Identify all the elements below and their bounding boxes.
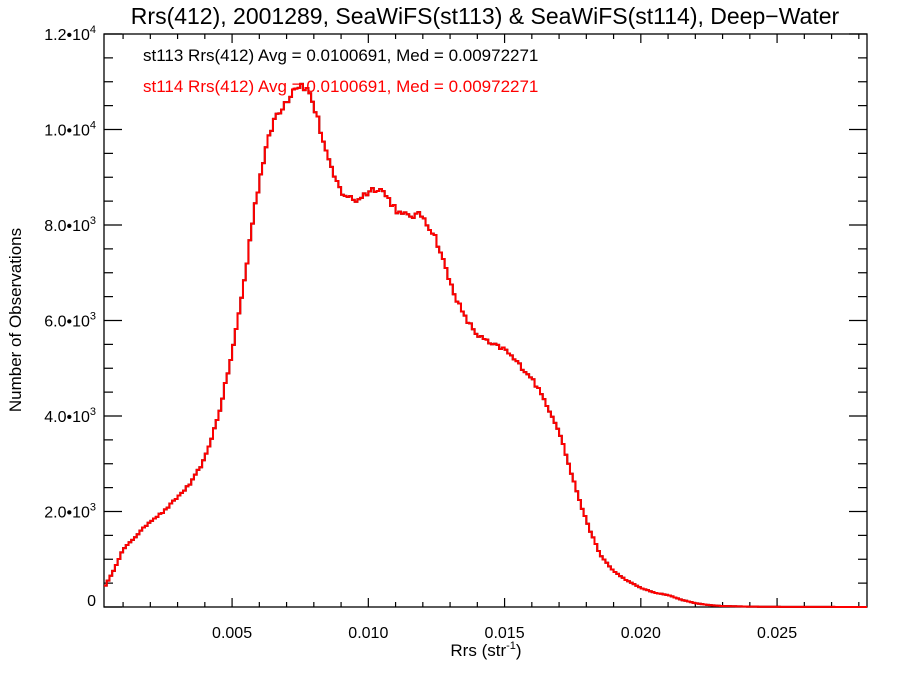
x-tick-label: 0.010 bbox=[348, 625, 388, 642]
chart-title: Rrs(412), 2001289, SeaWiFS(st113) & SeaW… bbox=[131, 3, 840, 29]
x-axis-label-superscript: -1 bbox=[506, 640, 516, 652]
y-tick-label-mantissa: 1.0•10 bbox=[44, 123, 90, 140]
y-tick-label: 6.0•103 bbox=[44, 311, 96, 331]
x-axis-ticks: 0.005 0.010 0.015 0.020 0.025 bbox=[122, 34, 860, 642]
y-tick-label-exponent: 3 bbox=[90, 502, 96, 514]
y-tick-label-exponent: 4 bbox=[90, 120, 96, 132]
y-axis-label: Number of Observations bbox=[6, 228, 25, 412]
y-tick-label-mantissa: 8.0•10 bbox=[44, 218, 90, 235]
y-tick-label: 1.2•104 bbox=[44, 24, 96, 44]
y-tick-label-exponent: 4 bbox=[90, 24, 96, 36]
x-axis-label-main: Rrs (str bbox=[450, 641, 506, 660]
y-tick-label: 1.0•104 bbox=[44, 120, 96, 140]
y-axis-ticks: 02.0•1034.0•1036.0•1038.0•1031.0•1041.2•… bbox=[44, 24, 867, 610]
y-tick-label-mantissa: 0 bbox=[87, 593, 96, 610]
y-tick-label-mantissa: 4.0•10 bbox=[44, 409, 90, 426]
y-tick-label-exponent: 3 bbox=[90, 406, 96, 418]
x-tick-label: 0.015 bbox=[485, 625, 525, 642]
y-tick-label: 4.0•103 bbox=[44, 406, 96, 426]
y-tick-label-mantissa: 1.2•10 bbox=[44, 27, 90, 44]
y-tick-label: 0 bbox=[87, 593, 96, 610]
y-tick-label: 2.0•103 bbox=[44, 502, 96, 522]
y-tick-label-mantissa: 2.0•10 bbox=[44, 505, 90, 522]
x-tick-label: 0.005 bbox=[212, 625, 252, 642]
y-tick-label: 8.0•103 bbox=[44, 215, 96, 235]
x-tick-label: 0.020 bbox=[621, 625, 661, 642]
annotation-st114: st114 Rrs(412) Avg = 0.0100691, Med = 0.… bbox=[143, 77, 538, 96]
x-tick-label: 0.025 bbox=[757, 625, 797, 642]
x-axis-label-close: ) bbox=[516, 641, 522, 660]
y-tick-label-exponent: 3 bbox=[90, 215, 96, 227]
y-tick-label-exponent: 3 bbox=[90, 311, 96, 323]
x-axis-label: Rrs (str-1) bbox=[450, 640, 521, 660]
plot-area: 0.005 0.010 0.015 0.020 0.025 02.0•1034.0•10… bbox=[44, 24, 868, 642]
histogram-series-st114 bbox=[104, 82, 867, 608]
annotation-st113: st113 Rrs(412) Avg = 0.0100691, Med = 0.… bbox=[143, 46, 538, 65]
y-tick-label-mantissa: 6.0•10 bbox=[44, 314, 90, 331]
